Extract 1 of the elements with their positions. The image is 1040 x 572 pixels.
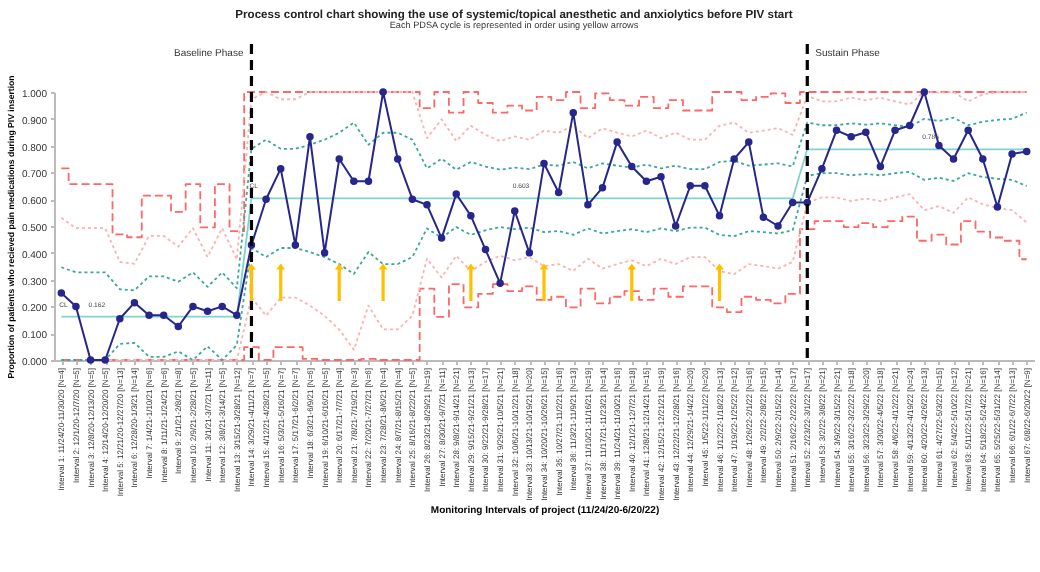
- line-series: [60, 111, 1028, 292]
